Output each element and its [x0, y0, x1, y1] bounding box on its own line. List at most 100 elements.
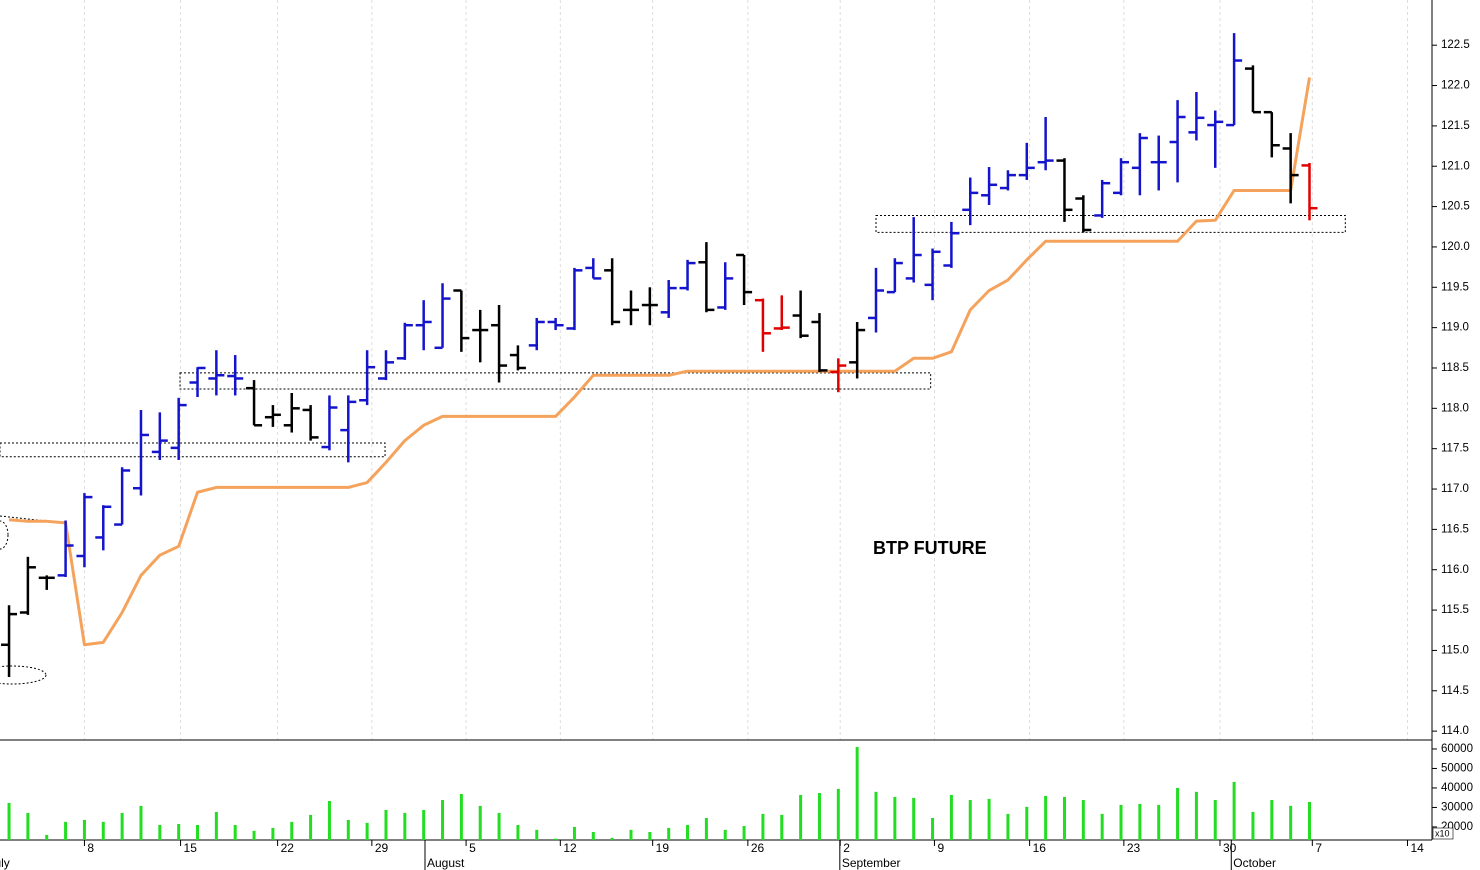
volume-bar — [422, 809, 426, 840]
volume-bar — [610, 837, 614, 840]
volume-bar — [1100, 813, 1104, 840]
volume-bar — [1307, 801, 1311, 840]
volume-bar — [158, 824, 162, 840]
volume-bar — [817, 793, 821, 840]
volume-bar — [309, 814, 313, 840]
volume-bar — [252, 830, 256, 840]
y-tick-label: 122.5 — [1441, 39, 1470, 51]
volume-bar — [214, 811, 218, 840]
volume-bar — [1062, 796, 1066, 840]
volume-bar — [327, 801, 331, 840]
volume-bar — [591, 832, 595, 840]
month-label: September — [842, 856, 901, 870]
volume-bar — [629, 829, 633, 840]
range-box — [0, 442, 386, 458]
y-tick-label: 120.0 — [1441, 241, 1470, 253]
y-tick-label: 115.5 — [1441, 604, 1469, 616]
volume-bar — [233, 824, 237, 840]
volume-bar — [384, 809, 388, 840]
chart-title: BTP FUTURE — [873, 538, 987, 558]
month-label: July — [0, 856, 10, 870]
volume-bar — [535, 829, 539, 840]
volume-bar — [271, 827, 275, 840]
unit-label: x10 — [1435, 828, 1450, 838]
y-tick-label: 121.0 — [1441, 160, 1470, 172]
month-label: October — [1233, 856, 1276, 870]
volume-bar — [1289, 805, 1293, 840]
volume-bar — [177, 824, 181, 840]
y-tick-label: 30000 — [1441, 801, 1473, 813]
volume-bar — [120, 812, 124, 840]
x-tick-label: 19 — [656, 841, 670, 855]
volume-bar — [931, 817, 935, 840]
volume-bar — [478, 805, 482, 840]
volume-bar — [855, 747, 859, 840]
volume-bar — [516, 824, 520, 840]
y-tick-label: 116.5 — [1441, 523, 1469, 535]
y-tick-label: 40000 — [1441, 782, 1473, 794]
volume-bar — [648, 832, 652, 840]
volume-bar — [799, 794, 803, 840]
volume-bar — [26, 812, 30, 840]
volume-bar — [459, 793, 463, 840]
y-tick-label: 120.5 — [1441, 201, 1470, 213]
volume-bar — [1044, 795, 1048, 840]
volume-bar — [554, 838, 558, 840]
volume-bar — [1270, 800, 1274, 840]
x-tick-label: 16 — [1033, 841, 1047, 855]
volume-bar — [893, 796, 897, 840]
y-tick-label: 116.0 — [1441, 564, 1469, 576]
y-tick-label: 50000 — [1441, 762, 1473, 774]
x-tick-label: 7 — [1315, 841, 1322, 855]
volume-bar — [572, 826, 576, 840]
volume-bar — [1025, 806, 1029, 840]
y-tick-label: 117.0 — [1441, 483, 1469, 495]
volume-bar — [742, 825, 746, 840]
month-label: August — [427, 856, 465, 870]
volume-bar — [64, 821, 68, 840]
y-tick-label: 118.0 — [1441, 402, 1469, 414]
volume-bar — [1232, 781, 1236, 840]
volume-bar — [1213, 800, 1217, 840]
y-tick-label: 118.5 — [1441, 362, 1469, 374]
volume-bar — [667, 827, 671, 840]
volume-bar — [1081, 800, 1085, 840]
annotation-line — [0, 515, 66, 524]
volume-bar — [139, 805, 143, 840]
annotation-ellipse — [0, 520, 9, 550]
x-tick-label: 30 — [1223, 841, 1237, 855]
x-tick-label: 22 — [281, 841, 295, 855]
y-tick-label: 60000 — [1441, 743, 1473, 755]
volume-bar — [1138, 803, 1142, 840]
x-tick-label: 5 — [469, 841, 476, 855]
range-box — [179, 372, 932, 390]
volume-bar — [7, 802, 11, 840]
x-tick-label: 12 — [563, 841, 577, 855]
volume-bar — [101, 821, 105, 840]
volume-bar — [780, 814, 784, 840]
volume-bar — [912, 797, 916, 840]
x-tick-label: 23 — [1127, 841, 1141, 855]
y-tick-label: 122.0 — [1441, 80, 1470, 92]
annotation-ellipse — [0, 665, 47, 685]
volume-bar — [441, 800, 445, 840]
volume-bar — [704, 817, 708, 840]
volume-bar — [403, 812, 407, 840]
volume-bar — [1251, 811, 1255, 840]
volume-bar — [968, 800, 972, 840]
volume-bar — [987, 798, 991, 840]
volume-bar — [1176, 787, 1180, 840]
volume-bar — [45, 834, 49, 840]
volume-bar — [1119, 804, 1123, 840]
x-tick-label: 8 — [87, 841, 94, 855]
y-tick-label: 121.5 — [1441, 120, 1470, 132]
x-tick-label: 15 — [184, 841, 198, 855]
volume-bar — [290, 821, 294, 840]
volume-bar — [497, 812, 501, 840]
volume-bar — [82, 819, 86, 840]
volume-bar — [1157, 804, 1161, 840]
y-tick-label: 114.0 — [1441, 725, 1469, 737]
